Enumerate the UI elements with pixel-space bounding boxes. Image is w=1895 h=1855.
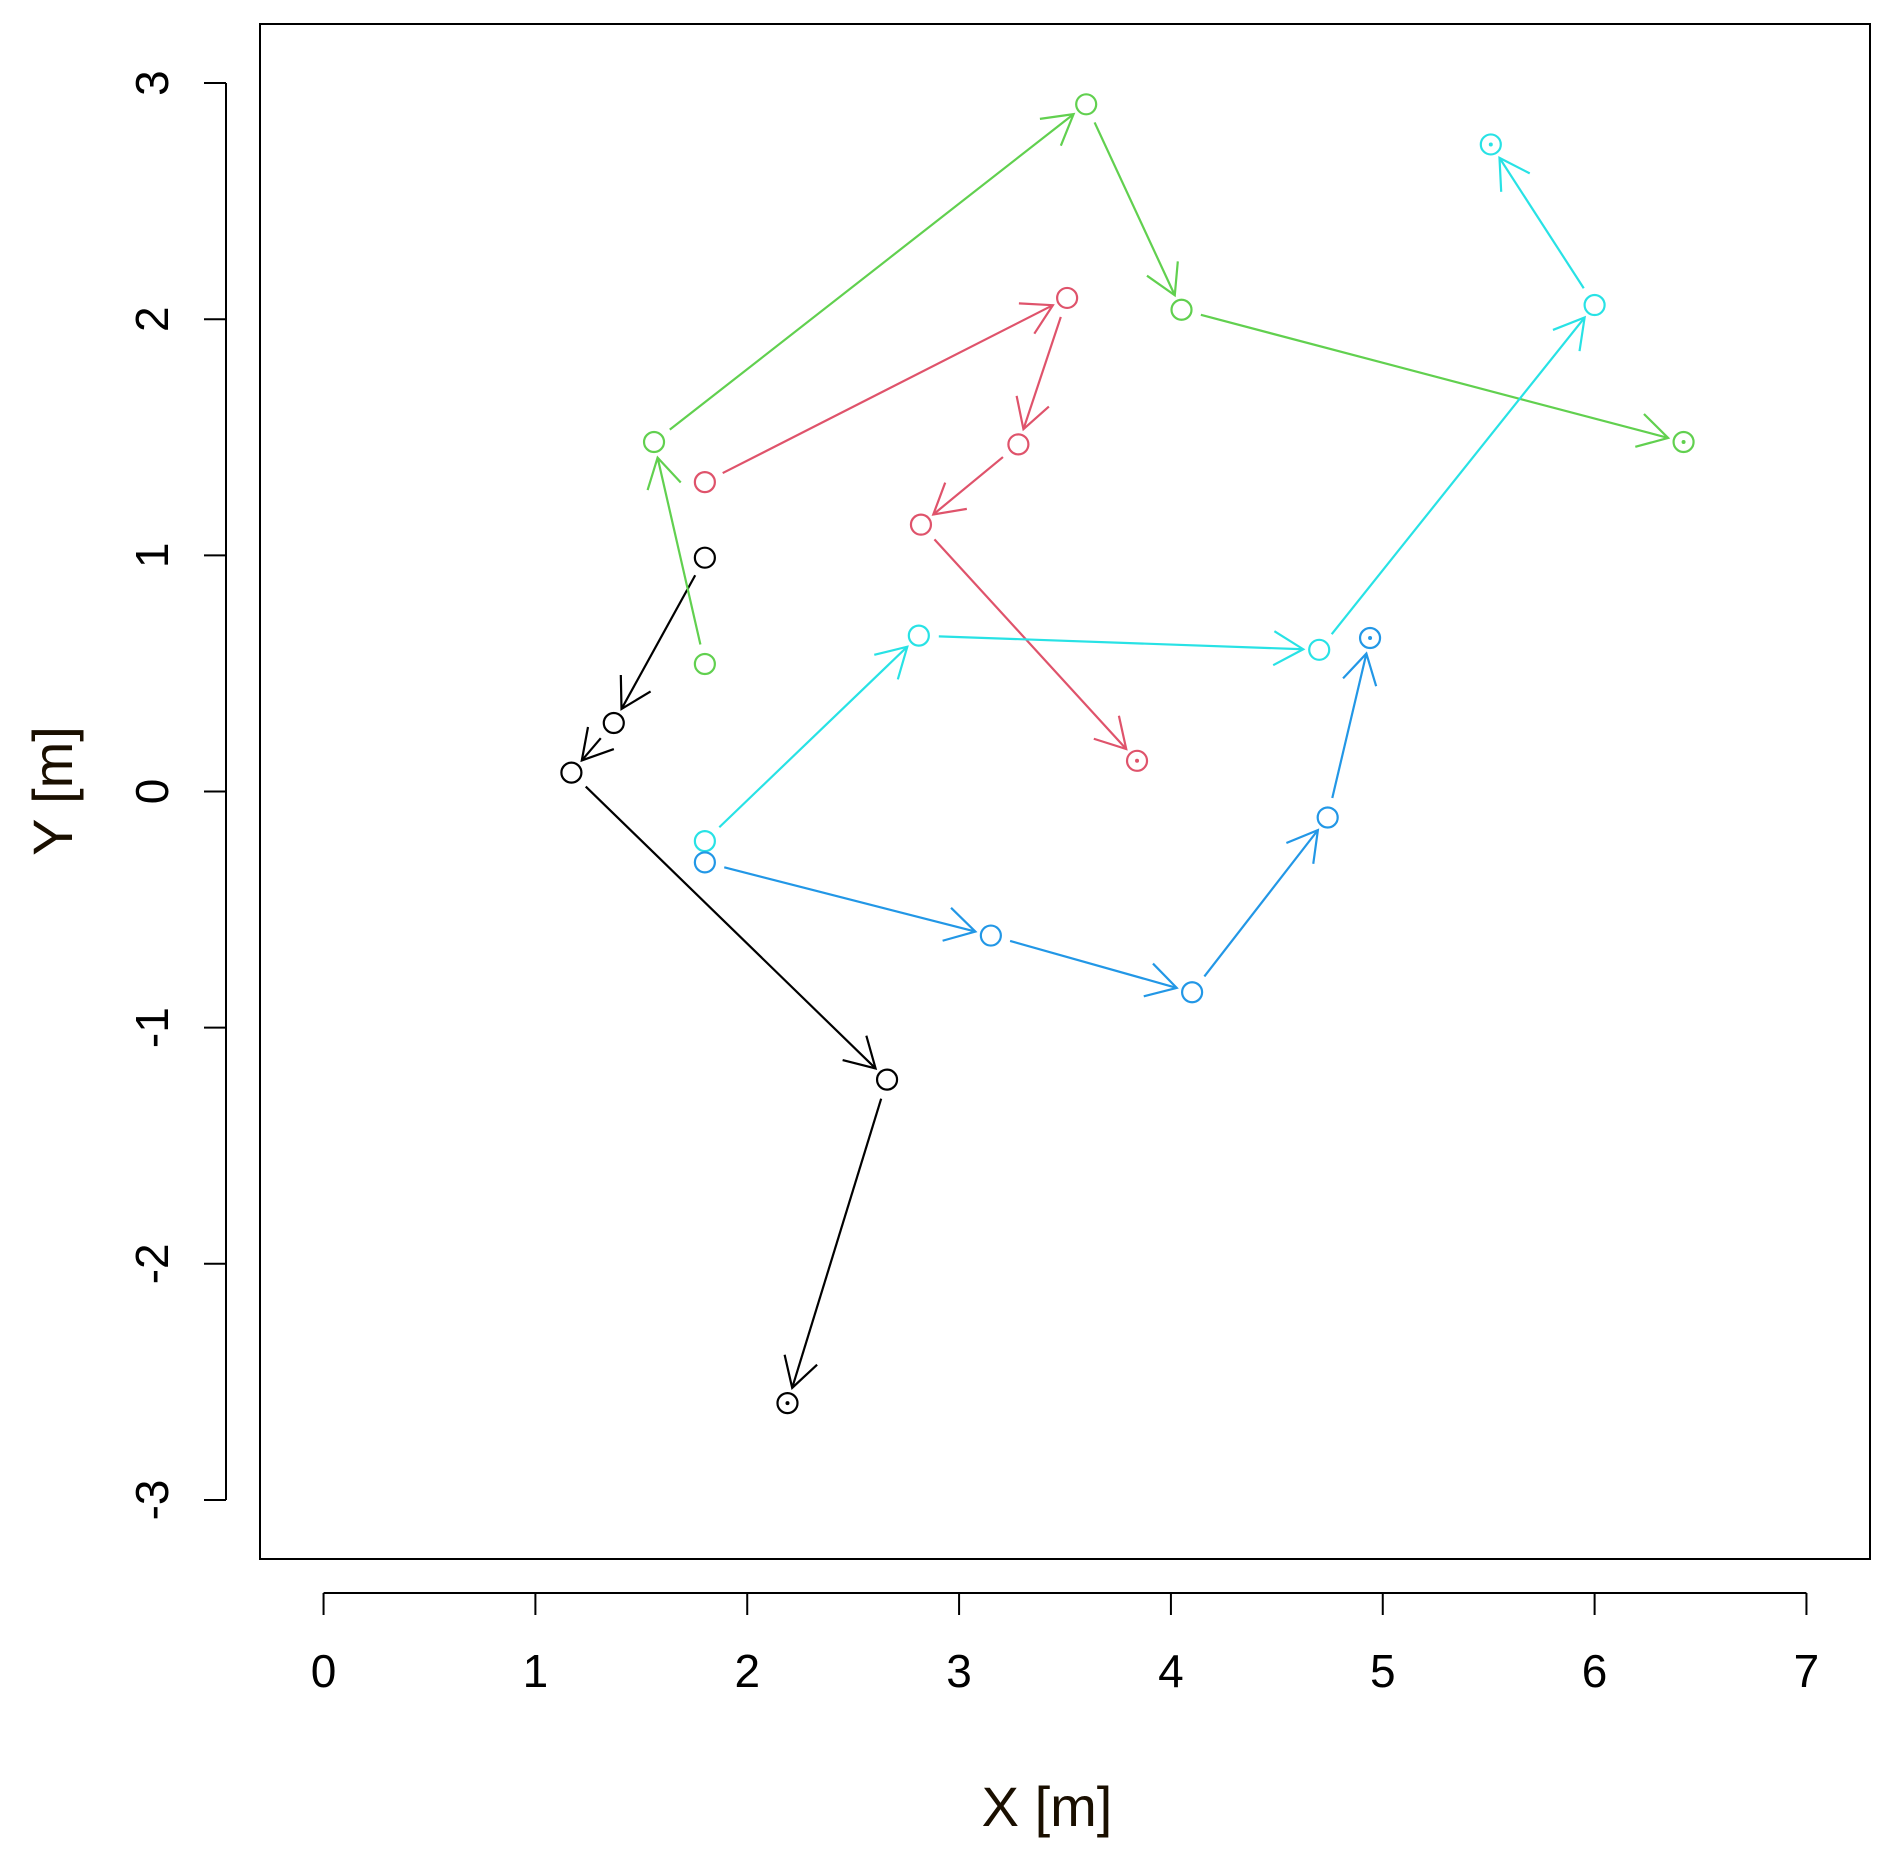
x-tick-label: 4 (1158, 1645, 1184, 1697)
x-tick-label: 0 (311, 1645, 337, 1697)
trajectory-segment (1331, 653, 1368, 799)
arrow-head (1635, 413, 1671, 448)
trajectory-end-dot (1368, 636, 1373, 640)
arrow-head (942, 907, 978, 942)
series-0 (560, 546, 899, 1415)
arrow-head (842, 1035, 878, 1070)
trajectory-point (693, 652, 716, 676)
y-tick-label: 0 (126, 779, 178, 805)
x-axis-title: X [m] (982, 1775, 1113, 1838)
y-tick-label: -1 (126, 1007, 178, 1048)
series-1 (693, 286, 1149, 772)
arrow-head (1093, 715, 1128, 751)
y-tick-label: 3 (126, 70, 178, 96)
trajectory-segment (1093, 121, 1176, 296)
arrow-head (1498, 156, 1531, 192)
x-tick-label: 3 (946, 1645, 972, 1697)
trajectory-point (1672, 430, 1695, 454)
trajectory-point (907, 624, 930, 647)
trajectory-segment (669, 113, 1075, 431)
trajectory-segment (1330, 316, 1586, 635)
trajectory-point (1358, 626, 1382, 650)
trajectory-segment (933, 538, 1128, 750)
trajectory-point (693, 471, 716, 494)
arrow-head (874, 645, 909, 680)
trajectory-point (909, 513, 933, 536)
trajectory-segment (580, 737, 602, 762)
trajectory-point (693, 546, 716, 569)
trajectory-point (1075, 93, 1098, 116)
trajectory-segment (1022, 316, 1062, 430)
trajectory-point (1316, 806, 1339, 829)
series-layer (560, 93, 1695, 1415)
trajectory-point (602, 711, 625, 735)
x-tick-label: 5 (1370, 1645, 1396, 1697)
trajectory-segment (722, 304, 1054, 475)
arrow-head (619, 674, 652, 711)
arrow-head (1143, 962, 1179, 998)
arrow-head (1272, 630, 1306, 667)
trajectory-point (1479, 133, 1502, 156)
y-tick-label: 1 (126, 543, 178, 569)
arrow-head (783, 1354, 818, 1390)
trajectory-segment (1498, 157, 1585, 289)
arrow-head (646, 455, 682, 491)
arrow-head (580, 726, 615, 763)
arrow-head (1285, 828, 1320, 864)
x-axis: 0 1 2 3 4 5 6 7 (311, 1592, 1820, 1697)
y-axis: -3 -2 -1 0 1 2 3 (126, 70, 227, 1521)
arrow-head (931, 482, 968, 516)
trajectory-point (560, 761, 583, 784)
trajectory-end-dot (1135, 758, 1140, 763)
arrow-head (1039, 112, 1076, 147)
trajectory-segment (1009, 939, 1178, 989)
trajectory-segment (656, 457, 702, 645)
trajectory-point (693, 829, 716, 853)
y-tick-label: 2 (126, 306, 178, 332)
arrow-head (1552, 315, 1586, 352)
trajectory-point (1125, 749, 1149, 772)
trajectory-point (642, 430, 666, 454)
trajectory-point (875, 1068, 899, 1091)
x-tick-label: 6 (1582, 1645, 1608, 1697)
trajectory-segment (718, 645, 909, 829)
trajectory-segment (584, 785, 877, 1070)
arrow-head (1342, 651, 1378, 687)
x-tick-label: 2 (734, 1645, 760, 1697)
arrow-head (1146, 261, 1179, 298)
x-tick-label: 7 (1794, 1645, 1820, 1697)
trajectory-point (1056, 286, 1079, 310)
plot-frame (259, 23, 1871, 1560)
trajectory-end-dot (1681, 439, 1686, 444)
trajectory-point (1308, 638, 1331, 661)
trajectory-segment (938, 635, 1304, 651)
trajectory-segment (1203, 829, 1319, 978)
trajectory-point (693, 851, 716, 874)
x-tick-label: 1 (523, 1645, 549, 1697)
series-2 (642, 93, 1695, 676)
arrow-head (1018, 302, 1055, 335)
trajectory-point (1007, 433, 1030, 456)
y-tick-label: -3 (126, 1480, 178, 1521)
trajectory-segment (723, 866, 976, 933)
series-4 (693, 626, 1382, 1004)
trajectory-segment (620, 574, 697, 710)
trajectory-point (1181, 981, 1204, 1004)
series-3 (693, 133, 1606, 853)
trajectory-segment (791, 1098, 883, 1389)
trajectory-point (1583, 293, 1606, 317)
y-axis-title: Y [m] (21, 726, 84, 856)
arrow-head (1015, 395, 1050, 432)
trajectory-point (1170, 298, 1193, 321)
trajectory-segment (1200, 313, 1669, 439)
y-tick-label: -2 (126, 1243, 178, 1284)
trajectory-end-dot (1488, 142, 1493, 147)
trajectory-end-dot (785, 1401, 790, 1406)
trajectory-point (979, 924, 1002, 947)
trajectory-segment (932, 456, 1004, 516)
trajectory-point (776, 1392, 799, 1415)
